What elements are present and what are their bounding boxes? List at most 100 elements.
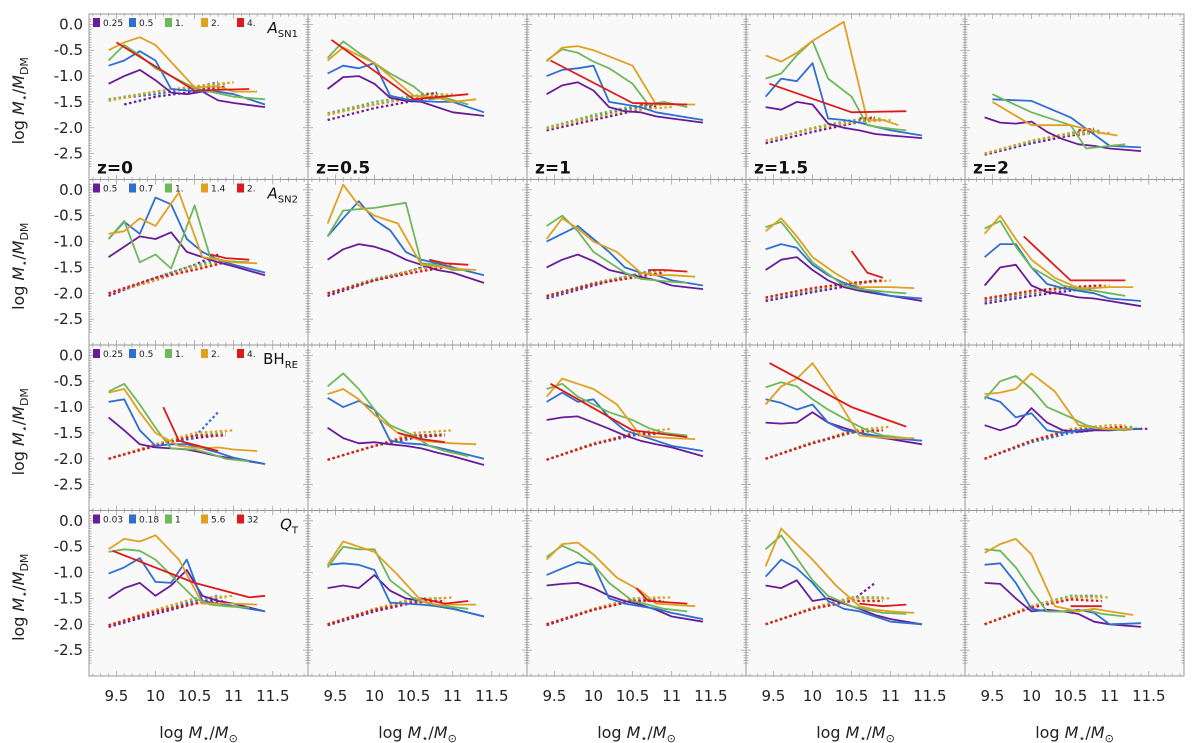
y-tick-label: -1.5 xyxy=(54,258,83,276)
solid-series-4 xyxy=(635,587,688,605)
solid-series-4 xyxy=(859,602,907,608)
x-tick-label: 10 xyxy=(1022,687,1041,705)
panel-frame xyxy=(745,13,966,180)
panel-frame xyxy=(526,344,747,511)
solid-series-1 xyxy=(546,391,704,452)
solid-series-2 xyxy=(546,544,688,613)
legend-swatch xyxy=(129,349,136,358)
y-tick-label: -1.0 xyxy=(54,233,83,251)
x-axis-label-part: / xyxy=(866,723,872,742)
x-axis-label-part: M xyxy=(215,723,229,742)
solid-series-0 xyxy=(546,415,704,458)
panel-frame xyxy=(307,344,528,511)
redshift-label: z=0 xyxy=(97,159,133,179)
panel-r2-c2 xyxy=(526,344,747,511)
y-axis-label-part: log xyxy=(9,611,28,640)
x-axis-label: log M⋆/M⊙ xyxy=(816,723,895,743)
x-axis-label-part: ⊙ xyxy=(229,732,238,743)
x-axis-label-part: ⊙ xyxy=(667,732,676,743)
legend-swatch xyxy=(237,18,244,27)
dotted-series-4 xyxy=(546,431,664,461)
param-label-sub: RE xyxy=(285,360,298,371)
y-tick-label: -2.5 xyxy=(54,310,83,328)
solid-series-3 xyxy=(108,388,258,452)
solid-series-0 xyxy=(108,69,266,108)
legend-label: 0.03 xyxy=(103,516,123,526)
x-axis-label-part: M xyxy=(653,723,667,742)
x-tick-label: 10.5 xyxy=(835,687,868,705)
param-label-main: A xyxy=(267,185,278,203)
dotted-series-4 xyxy=(984,598,1102,626)
dotted-series-4 xyxy=(108,261,227,295)
panel-r0-c1: z=0.5 xyxy=(307,13,528,180)
legend-swatch xyxy=(165,349,172,358)
x-axis-label: log M⋆/M⊙ xyxy=(378,723,457,743)
x-tick-label: 9.5 xyxy=(542,687,566,705)
solid-series-4 xyxy=(115,41,250,92)
legend-label: 2. xyxy=(211,19,220,29)
legend-label: 4. xyxy=(247,350,256,360)
solid-series-1 xyxy=(108,398,266,465)
y-axis-label-part: M xyxy=(9,406,28,420)
solid-series-4 xyxy=(330,39,469,101)
x-axis-label-part: M xyxy=(189,723,203,742)
dotted-series-2 xyxy=(108,260,227,295)
solid-series-4 xyxy=(397,432,446,444)
panel-frame xyxy=(88,13,309,180)
x-axis-label-part: log xyxy=(159,723,188,742)
y-axis-label-part: log xyxy=(9,446,28,475)
solid-series-2 xyxy=(984,219,1126,297)
solid-series-2 xyxy=(765,220,907,295)
legend-swatch xyxy=(93,183,100,193)
y-tick-label: -2.0 xyxy=(54,615,83,633)
param-label-main: A xyxy=(267,19,278,37)
solid-series-4 xyxy=(550,59,688,106)
panel-r3-c4 xyxy=(964,510,1185,677)
solid-series-1 xyxy=(984,243,1142,302)
legend: 0.03 0.18 1 5.6 32 QT xyxy=(93,514,299,537)
solid-series-3 xyxy=(764,527,915,614)
panel-r3-c2 xyxy=(526,510,747,677)
solid-series-3 xyxy=(108,534,258,606)
panel-r1-c2 xyxy=(526,179,747,346)
y-tick-label: -0.5 xyxy=(54,207,83,225)
solid-series-2 xyxy=(326,201,469,271)
y-tick-label: -0.5 xyxy=(54,538,83,556)
legend-label: 0.5 xyxy=(139,19,153,29)
panel-frame xyxy=(964,179,1185,346)
param-label-sub: T xyxy=(291,526,299,537)
solid-series-4 xyxy=(428,258,469,266)
legend-label: 1. xyxy=(175,19,184,29)
x-axis-label-part: M xyxy=(627,723,641,742)
solid-series-2 xyxy=(764,534,907,615)
dotted-series-3 xyxy=(984,424,1126,460)
redshift-label: z=1.5 xyxy=(754,159,808,179)
legend-label: 0.5 xyxy=(139,350,153,360)
solid-series-4 xyxy=(162,406,219,452)
x-axis-label-part: ⋆ xyxy=(640,732,647,743)
solid-series-2 xyxy=(327,372,469,458)
legend: 0.25 0.5 1. 2. 4. ASN1 xyxy=(93,18,298,40)
y-axis-label-part: / xyxy=(9,585,28,591)
legend-label: 2. xyxy=(247,185,256,195)
solid-series-0 xyxy=(546,253,704,290)
x-axis-label-part: ⊙ xyxy=(1105,732,1114,743)
x-axis-label-part: ⊙ xyxy=(886,732,895,743)
legend-swatch xyxy=(237,183,244,193)
x-axis-label-part: ⋆ xyxy=(859,732,866,743)
solid-series-1 xyxy=(108,557,266,613)
solid-series-1 xyxy=(546,561,704,620)
solid-series-3 xyxy=(764,362,915,440)
panel-r3-c3 xyxy=(745,510,966,677)
solid-series-4 xyxy=(209,253,250,261)
solid-series-0 xyxy=(327,427,485,466)
y-tick-label: 0.0 xyxy=(59,346,83,364)
panel-r0-c3: z=1.5 xyxy=(745,13,966,180)
x-tick-label: 10 xyxy=(584,687,603,705)
solid-series-3 xyxy=(765,217,915,289)
legend-label: 1. xyxy=(175,350,184,360)
x-axis-label-part: log xyxy=(816,723,845,742)
solid-series-2 xyxy=(546,382,688,437)
y-tick-label: -1.5 xyxy=(54,589,83,607)
